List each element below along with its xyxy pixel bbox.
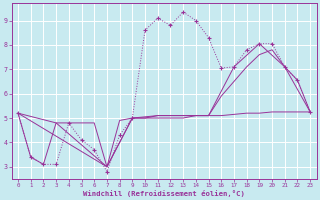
X-axis label: Windchill (Refroidissement éolien,°C): Windchill (Refroidissement éolien,°C) [83, 190, 245, 197]
